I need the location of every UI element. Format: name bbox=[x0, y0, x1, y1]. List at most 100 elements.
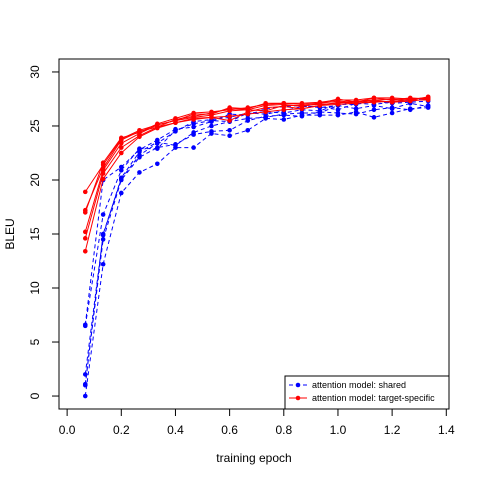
target-specific-data-point bbox=[299, 100, 305, 106]
target-specific-data-point bbox=[281, 107, 287, 113]
shared-data-point bbox=[118, 176, 124, 182]
target-specific-run-line bbox=[84, 98, 429, 239]
shared-data-point bbox=[137, 147, 142, 153]
x-tick-label: 1.4 bbox=[438, 423, 455, 437]
shared-data-point bbox=[263, 115, 268, 120]
shared-data-point bbox=[82, 393, 88, 399]
shared-data-point bbox=[425, 104, 431, 109]
target-specific-data-point bbox=[281, 100, 287, 106]
y-tick-label: 20 bbox=[28, 173, 42, 187]
shared-data-point bbox=[227, 127, 232, 133]
shared-data-point bbox=[191, 124, 196, 130]
target-specific-data-point bbox=[425, 95, 431, 101]
target-specific-run-line bbox=[84, 97, 429, 213]
shared-data-point bbox=[389, 106, 395, 111]
shared-data-point bbox=[299, 113, 305, 119]
shared-data-point bbox=[407, 107, 413, 113]
target-specific-data-point bbox=[353, 97, 359, 103]
shared-data-point bbox=[371, 115, 377, 120]
target-specific-run-line bbox=[84, 99, 429, 252]
shared-data-point bbox=[353, 106, 359, 111]
series-layer bbox=[82, 94, 431, 399]
target-specific-data-point bbox=[263, 102, 268, 107]
target-specific-data-point bbox=[407, 96, 413, 102]
shared-data-point bbox=[191, 145, 196, 150]
target-specific-data-point bbox=[100, 160, 106, 166]
target-specific-data-point bbox=[173, 116, 178, 121]
shared-data-point bbox=[173, 143, 178, 148]
shared-data-point bbox=[100, 261, 106, 267]
y-tick-label: 0 bbox=[28, 392, 42, 399]
legend-box bbox=[284, 375, 450, 410]
shared-run-line bbox=[84, 102, 429, 375]
x-tick-label: 1.2 bbox=[384, 423, 401, 437]
shared-run-line bbox=[84, 107, 429, 397]
shared-data-point bbox=[155, 140, 160, 146]
shared-data-point bbox=[389, 110, 395, 116]
target-specific-data-point bbox=[263, 108, 268, 114]
shared-data-point bbox=[191, 130, 196, 135]
shared-data-point bbox=[209, 123, 214, 129]
x-tick-label: 0.8 bbox=[275, 423, 292, 437]
shared-data-point bbox=[137, 152, 142, 158]
target-specific-data-point bbox=[82, 210, 88, 215]
shared-data-point bbox=[227, 133, 232, 138]
shared-data-point bbox=[353, 111, 359, 117]
target-specific-data-point bbox=[82, 236, 88, 241]
target-specific-data-point bbox=[245, 105, 251, 110]
legend-label-target-specific: attention model: target-specific bbox=[312, 393, 435, 403]
target-specific-data-point bbox=[118, 145, 124, 150]
shared-data-point bbox=[82, 382, 88, 388]
shared-data-point bbox=[335, 107, 341, 113]
x-axis-title: training epoch bbox=[216, 451, 291, 465]
shared-data-point bbox=[245, 116, 251, 121]
shared-data-point bbox=[137, 170, 142, 175]
shared-data-point bbox=[317, 108, 323, 114]
target-specific-data-point bbox=[335, 97, 341, 103]
x-tick-label: 1.0 bbox=[330, 423, 347, 437]
shared-run-line bbox=[84, 104, 429, 385]
x-tick-label: 0.2 bbox=[113, 423, 130, 437]
shared-data-point bbox=[82, 322, 88, 328]
shared-data-point bbox=[209, 129, 214, 134]
target-specific-data-point bbox=[227, 118, 232, 123]
legend-swatch-marker bbox=[295, 395, 301, 401]
target-specific-data-point bbox=[82, 189, 88, 195]
x-tick-label: 0.6 bbox=[221, 423, 238, 437]
legend-label-shared: attention model: shared bbox=[312, 380, 406, 390]
shared-data-point bbox=[155, 146, 160, 151]
y-tick-label: 10 bbox=[28, 281, 42, 295]
target-specific-data-point bbox=[155, 121, 160, 127]
shared-data-point bbox=[371, 107, 377, 113]
shared-data-point bbox=[118, 164, 124, 170]
y-tick-label: 15 bbox=[28, 227, 42, 241]
target-specific-data-point bbox=[82, 248, 88, 254]
y-axis-title: BLEU bbox=[3, 218, 17, 249]
y-tick-label: 25 bbox=[28, 119, 42, 133]
y-axis: 0 5 10 15 20 25 30 bbox=[28, 65, 60, 399]
target-specific-data-point bbox=[209, 109, 214, 115]
shared-data-point bbox=[118, 167, 124, 173]
target-specific-data-point bbox=[371, 95, 377, 101]
shared-data-point bbox=[245, 127, 251, 133]
legend-swatch-marker bbox=[295, 382, 301, 388]
target-specific-data-point bbox=[191, 110, 196, 116]
shared-data-point bbox=[281, 117, 287, 122]
shared-data-point bbox=[281, 110, 287, 116]
target-specific-data-point bbox=[118, 135, 124, 141]
x-axis: 0.0 0.2 0.4 0.6 0.8 1.0 1.2 1.4 bbox=[59, 408, 455, 437]
shared-data-point bbox=[100, 231, 106, 237]
shared-data-point bbox=[335, 110, 341, 116]
y-tick-label: 5 bbox=[28, 338, 42, 345]
x-tick-label: 0.4 bbox=[167, 423, 184, 437]
shared-data-point bbox=[155, 161, 160, 167]
target-specific-series-group bbox=[82, 94, 431, 254]
shared-data-point bbox=[155, 137, 160, 143]
legend: attention model: shared attention model: … bbox=[284, 375, 450, 410]
x-tick-label: 0.0 bbox=[59, 423, 76, 437]
target-specific-data-point bbox=[389, 95, 395, 101]
target-specific-data-point bbox=[227, 113, 232, 119]
shared-data-point bbox=[173, 129, 178, 134]
shared-data-point bbox=[118, 190, 124, 196]
